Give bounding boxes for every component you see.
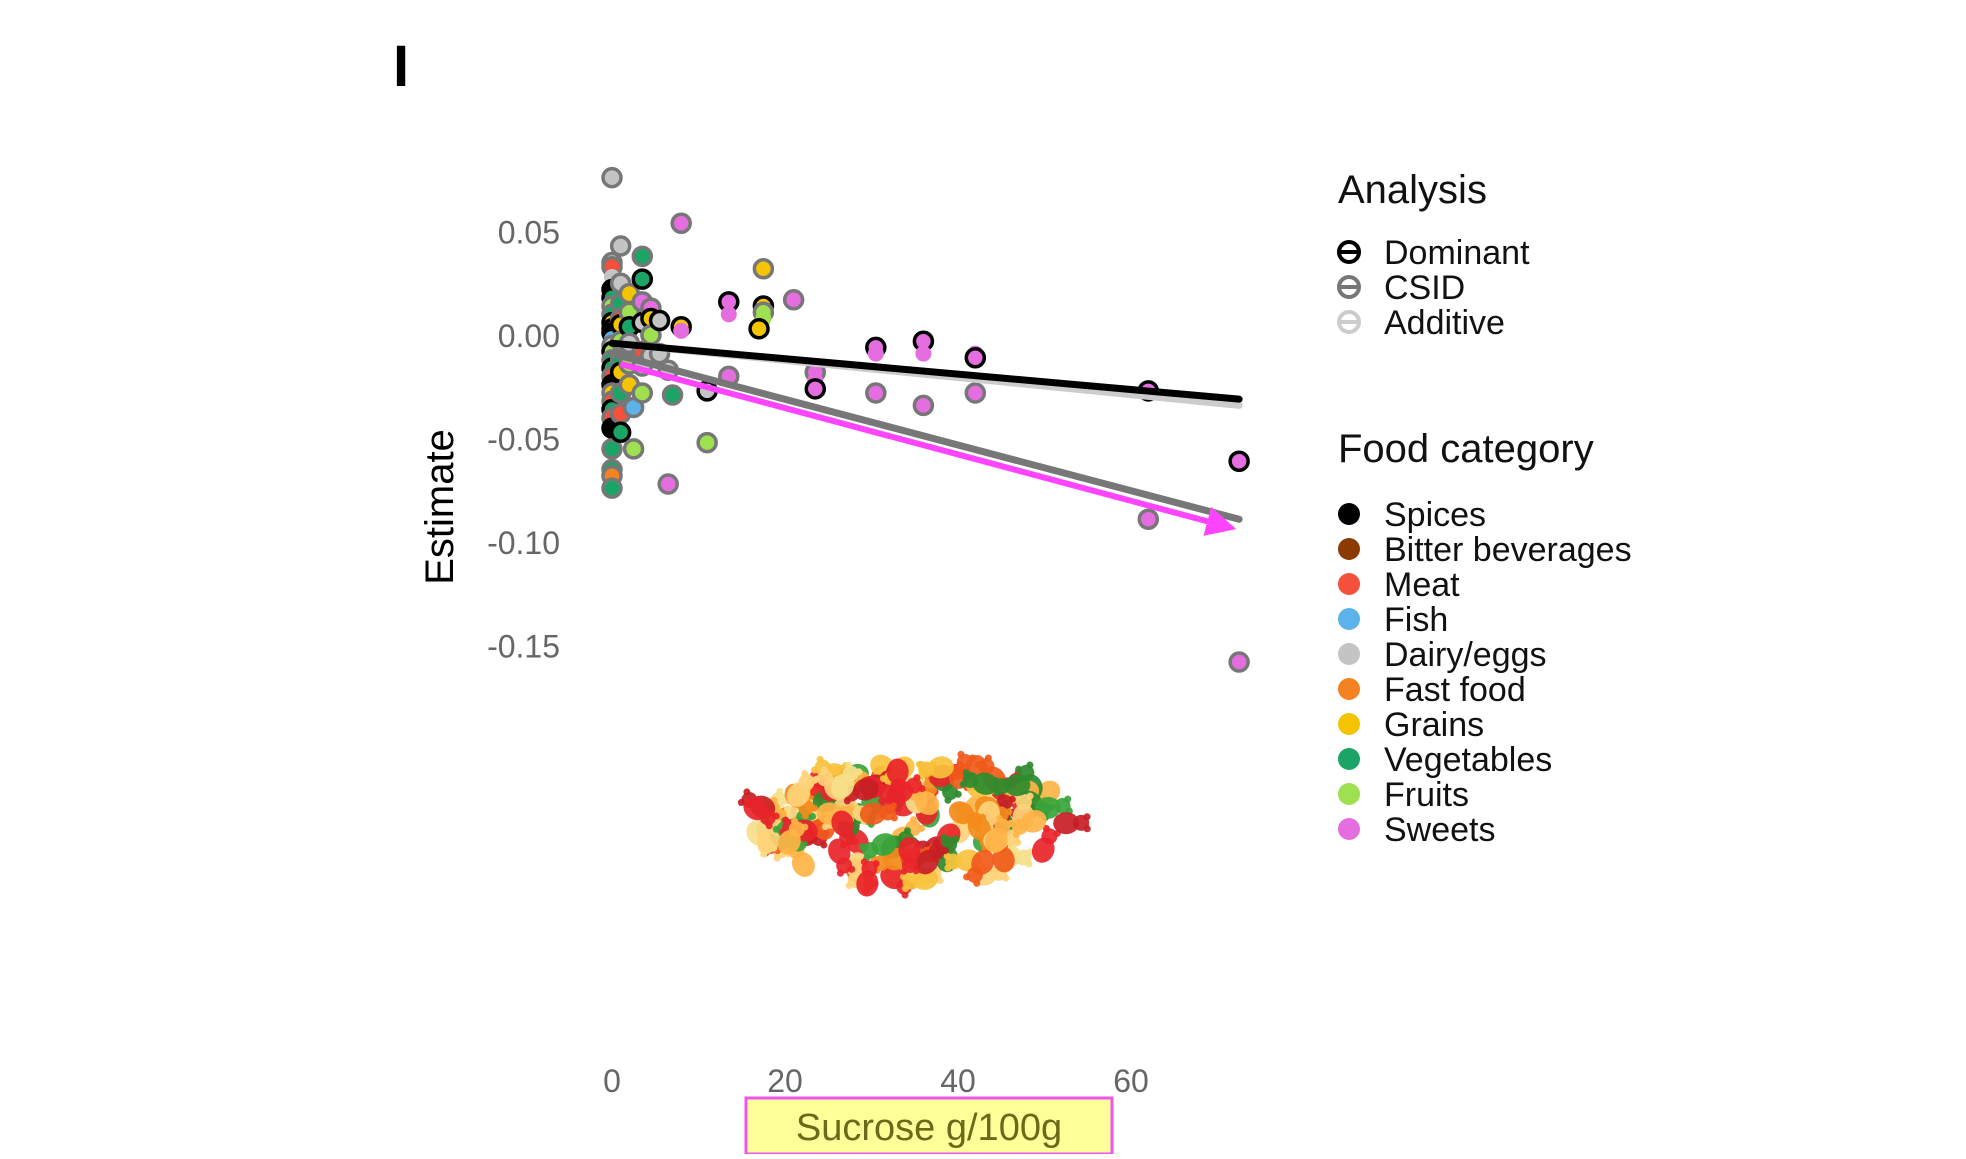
legend-label: Dominant — [1384, 234, 1530, 272]
legend-title-food-category: Food category — [1338, 427, 1594, 471]
legend-label: Meat — [1384, 566, 1460, 604]
x-axis-title-highlight — [744, 1096, 1114, 1156]
scatter-point — [1228, 450, 1250, 473]
scatter-point — [867, 345, 884, 362]
regression-line-csid — [608, 350, 1243, 523]
y-tick-label: 0.00 — [498, 318, 560, 354]
gummy-bear — [856, 858, 880, 897]
legend-marker-category — [1338, 783, 1360, 805]
gummy-bears-illustration — [737, 750, 1091, 899]
gummy-bear — [828, 838, 856, 877]
scatter-point — [601, 477, 623, 499]
scatter-point — [964, 347, 987, 369]
scatter-point — [673, 322, 690, 339]
legend-label: Spices — [1384, 496, 1486, 534]
gummy-bear — [1031, 824, 1061, 863]
gummy-bear — [959, 769, 999, 795]
y-tick-label: 0.05 — [498, 215, 560, 251]
gummy-bear — [1053, 812, 1091, 835]
x-axis-title: Sucrose g/100g — [796, 1107, 1062, 1149]
gummy-bear — [984, 815, 1014, 853]
legend-label: Additive — [1384, 304, 1505, 342]
legend-label: Dairy/eggs — [1384, 636, 1547, 674]
legend-label: Grains — [1384, 706, 1484, 744]
scatter-point — [720, 306, 737, 323]
scatter-point — [912, 394, 935, 417]
scatter-point — [622, 438, 645, 460]
gummy-bear — [915, 756, 954, 780]
scatter-point — [661, 384, 684, 406]
legend-label: Sweets — [1384, 811, 1496, 849]
scatter-point — [752, 258, 775, 280]
x-tick-label: 0 — [603, 1063, 621, 1099]
panel-label: I — [393, 34, 409, 99]
gummy-bear — [914, 839, 949, 875]
gummy-bear — [898, 837, 921, 875]
legend-marker-category — [1338, 573, 1360, 595]
scatter-point — [696, 431, 718, 454]
scatter-point — [609, 421, 632, 444]
scatter-point — [1137, 508, 1160, 530]
gummy-bear — [887, 774, 926, 804]
legend-label: CSID — [1384, 269, 1465, 307]
x-tick-label: 20 — [767, 1063, 803, 1099]
scatter-point — [648, 309, 671, 332]
scatter-point — [782, 289, 805, 311]
gummy-bear — [830, 761, 863, 799]
scatter-point — [601, 166, 623, 189]
gummy-bear — [963, 849, 995, 887]
scatter-point — [601, 438, 623, 460]
legend-label: Vegetables — [1384, 741, 1552, 779]
regression-line-dominant — [608, 339, 1243, 403]
gummy-bear — [900, 867, 939, 892]
legend-marker-category — [1338, 608, 1360, 630]
legend-label: Fruits — [1384, 776, 1469, 814]
x-tick-label: 40 — [940, 1063, 976, 1099]
x-axis-ticks: 0 20 40 60 — [603, 1063, 1149, 1099]
gummy-bear — [858, 833, 897, 862]
scatter-point — [865, 382, 887, 404]
scatter-point — [1228, 651, 1250, 673]
scatter-point — [804, 378, 827, 400]
legend-label: Bitter beverages — [1384, 531, 1632, 569]
legend-marker-category — [1338, 643, 1360, 665]
gummy-bear — [743, 796, 780, 830]
scatter-point — [748, 318, 770, 340]
y-tick-label: -0.15 — [487, 629, 560, 665]
legend-label: Fast food — [1384, 671, 1526, 709]
y-axis-ticks: 0.05 0.00 -0.05 -0.10 -0.15 — [487, 215, 560, 665]
y-axis-title: Estimate — [418, 429, 462, 585]
x-tick-label: 60 — [1113, 1063, 1149, 1099]
gummy-bear — [859, 802, 898, 825]
scatter-point — [915, 345, 932, 362]
gummy-bear — [992, 774, 1031, 797]
scatter-point — [670, 212, 692, 234]
gummy-bear — [1008, 810, 1047, 838]
scatter-point — [964, 382, 987, 404]
gummy-bear — [777, 817, 809, 855]
scatter-point — [631, 245, 654, 268]
regression-lines — [608, 339, 1243, 523]
legend-title-analysis: Analysis — [1338, 168, 1487, 212]
legend-marker-category — [1338, 538, 1360, 560]
trend-arrow — [619, 361, 1237, 536]
legend-marker-category — [1338, 748, 1360, 770]
legend-marker-category — [1338, 713, 1360, 735]
scatter-point — [631, 382, 654, 404]
scatter-point — [631, 268, 654, 290]
legend-label: Fish — [1384, 601, 1448, 639]
legend-marker-category — [1338, 678, 1360, 700]
legend-marker-category — [1338, 503, 1360, 525]
y-tick-label: -0.05 — [487, 422, 560, 458]
scatter-points — [601, 166, 1250, 673]
y-tick-label: -0.10 — [487, 525, 560, 561]
scatter-point — [609, 235, 632, 257]
scatter-point — [657, 473, 679, 495]
legend-marker-category — [1338, 818, 1360, 840]
